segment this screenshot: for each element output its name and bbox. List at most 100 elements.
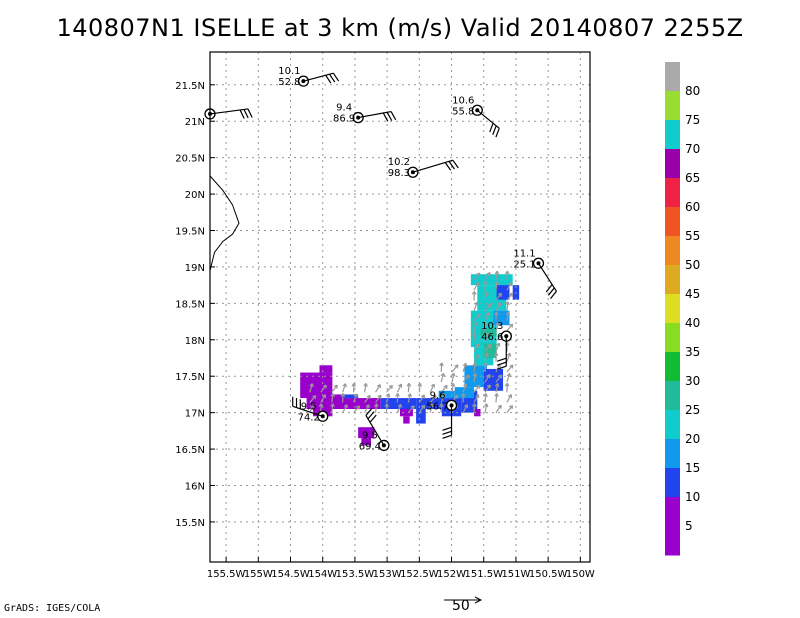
- colorbar-swatch: [665, 294, 680, 324]
- wind-vector: [440, 385, 448, 393]
- wind-vector: [473, 272, 481, 281]
- wind-vector-head: [443, 384, 448, 388]
- y-tick-label: 17.5N: [175, 372, 205, 383]
- wind-vector: [484, 393, 487, 403]
- wind-vector: [462, 363, 467, 373]
- wind-barb: [332, 72, 340, 82]
- wind-speed-cell: [380, 398, 417, 409]
- wind-speed-cell: [416, 398, 442, 409]
- wind-vector-head: [366, 394, 371, 398]
- wind-vector: [363, 383, 367, 393]
- colorbar-swatch: [665, 178, 680, 208]
- y-tick-label: 19N: [185, 263, 205, 274]
- wind-speed-cell: [358, 427, 375, 439]
- wind-vector: [320, 384, 327, 393]
- wind-vector: [473, 362, 476, 372]
- wind-vector-head: [486, 384, 491, 387]
- wind-vector-head: [410, 405, 415, 408]
- wind-vector-head: [343, 404, 348, 408]
- wind-vector-head: [464, 404, 468, 408]
- wind-speed-fills: [300, 274, 520, 446]
- wind-vector-head: [504, 270, 508, 275]
- wind-vector: [473, 302, 478, 311]
- wind-vector-head: [485, 312, 490, 316]
- wind-vector-head: [430, 383, 435, 387]
- station-label-top: 11.1: [513, 248, 535, 259]
- wind-vector: [484, 303, 492, 312]
- wind-vector: [309, 404, 314, 413]
- wind-vector: [484, 384, 491, 393]
- station-label-top: 10.3: [481, 321, 503, 332]
- colorbar-label: 20: [685, 432, 700, 446]
- wind-speed-cell: [438, 390, 455, 399]
- wind-vector-head: [494, 383, 499, 387]
- wind-vector-head: [483, 280, 487, 285]
- x-tick-label: 151W: [501, 569, 530, 580]
- colorbar-label: 35: [685, 345, 700, 359]
- wind-vector-head: [473, 321, 478, 326]
- wind-speed-cell: [470, 274, 513, 286]
- wind-vector: [462, 404, 468, 413]
- wind-barb: [367, 411, 375, 420]
- colorbar-label: 40: [685, 316, 700, 330]
- wind-vector-head: [493, 311, 497, 316]
- wind-vector-head: [450, 382, 454, 387]
- wind-vector-head: [475, 394, 479, 397]
- wind-vector-head: [472, 331, 475, 336]
- wind-vector-head: [471, 403, 475, 407]
- x-tick-label: 154W: [308, 569, 337, 580]
- wind-vector: [495, 271, 498, 281]
- x-tick-label: 152W: [437, 569, 466, 580]
- wind-barb: [390, 111, 397, 121]
- station-label-top: 10.2: [388, 157, 410, 168]
- colorbar-swatch: [665, 62, 680, 92]
- wind-vector: [473, 281, 479, 291]
- wind-vector-head: [509, 323, 513, 326]
- grads-credit: GrADS: IGES/COLA: [4, 603, 101, 614]
- wind-vector: [495, 363, 501, 373]
- wind-vector-head: [486, 373, 491, 377]
- station-label-bottom: 98.3: [388, 168, 410, 179]
- station-label-bottom: 86.9: [333, 114, 355, 125]
- wind-vector: [440, 393, 446, 403]
- wind-vector: [429, 403, 433, 413]
- wind-barb: [497, 357, 507, 362]
- wind-vector-head: [353, 393, 357, 397]
- wind-vector-head: [484, 291, 488, 295]
- wind-vector-head: [474, 281, 479, 285]
- wind-vector-head: [429, 403, 433, 407]
- x-tick-label: 153.5W: [336, 569, 375, 580]
- colorbar-swatch: [665, 207, 680, 237]
- wind-speed-cell: [342, 394, 359, 399]
- wind-speed-cell: [338, 398, 381, 409]
- y-tick-label: 19.5N: [175, 227, 205, 238]
- wind-vector: [375, 384, 381, 393]
- station-label-top: 10.6: [452, 95, 474, 106]
- wind-vector: [331, 384, 338, 393]
- colorbar-label: 15: [685, 461, 700, 475]
- wind-vector: [495, 404, 502, 413]
- wind-vector: [495, 281, 498, 291]
- y-tick-label: 15.5N: [175, 518, 205, 529]
- wind-vector: [473, 394, 480, 403]
- station: 10.298.3: [388, 157, 459, 179]
- wind-vector: [364, 395, 371, 403]
- wind-vector: [386, 385, 393, 393]
- wind-vector-head: [495, 321, 499, 326]
- colorbar-swatch: [665, 149, 680, 179]
- wind-vector-head: [376, 384, 381, 387]
- colorbar-swatch: [665, 497, 680, 527]
- wind-vector-head: [462, 362, 467, 367]
- wind-vector-head: [439, 403, 442, 407]
- wind-vector: [495, 383, 499, 393]
- wind-vector-head: [476, 272, 481, 275]
- x-tick-label: 150.5W: [529, 569, 568, 580]
- wind-vector-head: [450, 372, 455, 377]
- wind-vector: [506, 364, 514, 373]
- wind-vector-head: [482, 321, 486, 326]
- wind-vector-head: [420, 394, 425, 398]
- wind-vector-head: [497, 292, 502, 296]
- wind-vector-head: [465, 374, 470, 377]
- station: 10.346.6: [481, 321, 512, 370]
- wind-vector-head: [475, 343, 479, 346]
